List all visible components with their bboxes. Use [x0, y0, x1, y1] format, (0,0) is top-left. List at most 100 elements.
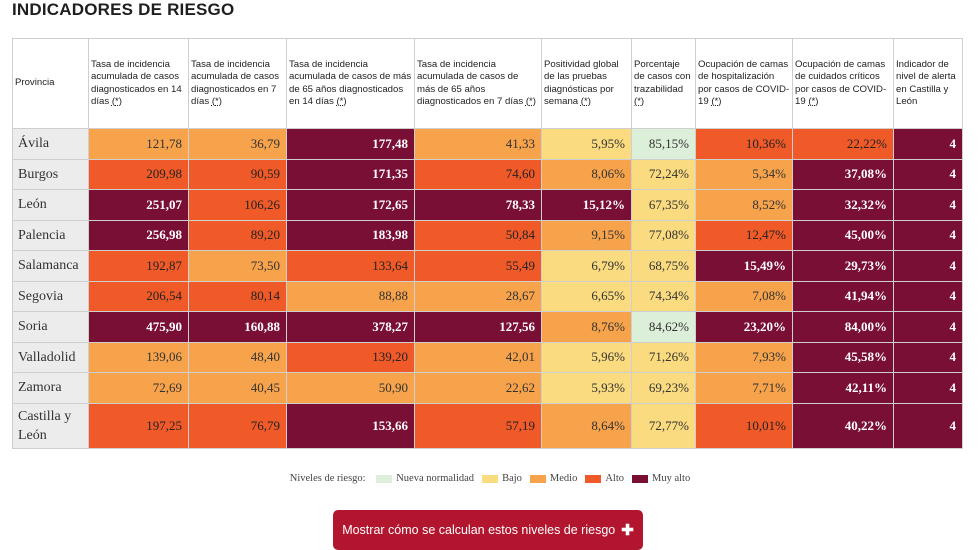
indicator-value: 84,00%	[792, 311, 894, 343]
legend-item-muyalto: Muy alto	[632, 473, 690, 484]
table-row: Salamanca 192,87 73,50 133,64 55,49 6,79% 68,7…	[12, 250, 963, 282]
indicator-value: 378,27	[286, 311, 415, 343]
indicator-value: 475,90	[88, 311, 189, 343]
indicator-value: 88,88	[286, 280, 415, 312]
indicator-value: 251,07	[88, 189, 189, 221]
indicator-value: 32,32%	[792, 189, 894, 221]
indicator-value: 206,54	[88, 280, 189, 312]
indicator-value: 85,15%	[631, 128, 696, 160]
legend-label: Niveles de riesgo:	[289, 473, 366, 485]
table-body: Ávila 121,78 36,79 177,48 41,33 5,95% 85,15% 10…	[12, 128, 963, 449]
column-header: Ocupación de camas de cuidados críticos …	[792, 38, 894, 129]
footnote-marker[interactable]: (*)	[808, 95, 819, 107]
column-header: Positividad global de las pruebas diagnó…	[541, 38, 632, 129]
table-row: Ávila 121,78 36,79 177,48 41,33 5,95% 85,15% 10…	[12, 128, 963, 160]
table-row: León 251,07 106,26 172,65 78,33 15,12% 67,35% 8…	[12, 189, 963, 221]
indicator-value: 197,25	[88, 402, 189, 449]
indicator-value: 183,98	[286, 219, 415, 251]
province-name: León	[12, 189, 89, 221]
column-header-text: Tasa de incidencia acumulada de casos de…	[289, 59, 412, 107]
indicator-value: 5,95%	[541, 128, 632, 160]
indicator-value: 40,22%	[792, 402, 894, 449]
indicator-value: 256,98	[88, 219, 189, 251]
indicator-value: 7,08%	[695, 280, 793, 312]
province-name: Palencia	[12, 219, 89, 251]
indicator-value: 127,56	[414, 311, 542, 343]
table-row-total: Castilla y León 197,25 76,79 153,66 57,19 8,6…	[12, 402, 963, 449]
column-header: Porcentaje de casos con trazabilidad (*)	[631, 38, 696, 129]
column-header-text: Tasa de incidencia acumulada de casos di…	[191, 59, 279, 107]
indicator-value: 106,26	[188, 189, 287, 221]
legend-swatch	[529, 474, 546, 483]
footnote-marker[interactable]: (*)	[580, 95, 591, 107]
indicator-value: 90,59	[188, 158, 287, 190]
plus-icon: ✚	[621, 522, 634, 539]
indicator-value: 15,49%	[695, 250, 793, 282]
indicator-value: 209,98	[88, 158, 189, 190]
risk-indicators-table: Provincia Tasa de incidencia acumulada de…	[12, 38, 963, 449]
table-row: Zamora 72,69 40,45 50,90 22,62 5,93% 69,23% 7,7…	[12, 372, 963, 404]
indicator-value: 8,64%	[541, 402, 632, 449]
province-name: Segovia	[12, 280, 89, 312]
indicator-value: 78,33	[414, 189, 542, 221]
indicator-value: 160,88	[188, 311, 287, 343]
indicator-value: 4	[893, 158, 963, 190]
table-header-row: Provincia Tasa de incidencia acumulada de…	[12, 38, 963, 129]
indicator-value: 4	[893, 250, 963, 282]
indicator-value: 57,19	[414, 402, 542, 449]
province-name: Castilla y León	[12, 402, 89, 449]
indicator-value: 7,93%	[695, 341, 793, 373]
indicator-value: 77,08%	[631, 219, 696, 251]
indicator-value: 48,40	[188, 341, 287, 373]
legend-item-bajo: Bajo	[482, 473, 522, 484]
indicator-value: 172,65	[286, 189, 415, 221]
indicator-value: 68,75%	[631, 250, 696, 282]
legend-swatch	[585, 474, 602, 483]
province-name: Ávila	[12, 128, 89, 160]
indicator-value: 22,22%	[792, 128, 894, 160]
footnote-marker[interactable]: (*)	[336, 95, 347, 107]
indicator-value: 50,90	[286, 372, 415, 404]
indicator-value: 4	[893, 341, 963, 373]
legend-swatch	[376, 474, 393, 483]
show-calculation-button[interactable]: Mostrar cómo se calculan estos niveles d…	[333, 510, 643, 550]
indicator-value: 10,36%	[695, 128, 793, 160]
indicator-value: 5,93%	[541, 372, 632, 404]
legend-item-alto: Alto	[585, 473, 624, 484]
indicator-value: 4	[893, 189, 963, 221]
footnote-marker[interactable]: (*)	[711, 95, 722, 107]
column-header: Tasa de incidencia acumulada de casos di…	[188, 38, 287, 129]
footnote-marker[interactable]: (*)	[111, 95, 122, 107]
footnote-marker[interactable]: (*)	[525, 95, 536, 107]
risk-legend: Niveles de riesgo: Nueva normalidad Bajo M…	[0, 473, 980, 484]
column-header-text: Tasa de incidencia acumulada de casos de…	[417, 59, 526, 107]
indicator-value: 72,24%	[631, 158, 696, 190]
indicator-value: 84,62%	[631, 311, 696, 343]
indicator-value: 41,33	[414, 128, 542, 160]
indicator-value: 5,96%	[541, 341, 632, 373]
indicator-value: 4	[893, 311, 963, 343]
table-row: Palencia 256,98 89,20 183,98 50,84 9,15% 77,08…	[12, 219, 963, 251]
legend-item-nueva: Nueva normalidad	[376, 473, 474, 484]
footnote-marker[interactable]: (*)	[634, 95, 645, 107]
column-header: Provincia	[12, 38, 89, 129]
indicator-value: 5,34%	[695, 158, 793, 190]
province-name: Zamora	[12, 372, 89, 404]
indicator-value: 42,11%	[792, 372, 894, 404]
column-header-text: Ocupación de camas de hospitalización po…	[698, 59, 790, 107]
indicator-value: 4	[893, 128, 963, 160]
column-header: Tasa de incidencia acumulada de casos di…	[88, 38, 189, 129]
province-name: Burgos	[12, 158, 89, 190]
footnote-marker[interactable]: (*)	[211, 95, 222, 107]
indicator-value: 4	[893, 219, 963, 251]
indicator-value: 74,60	[414, 158, 542, 190]
indicator-value: 73,50	[188, 250, 287, 282]
indicator-value: 29,73%	[792, 250, 894, 282]
indicator-value: 69,23%	[631, 372, 696, 404]
indicator-value: 76,79	[188, 402, 287, 449]
indicator-value: 72,69	[88, 372, 189, 404]
column-header-text: Indicador de nivel de alerta en Castilla…	[896, 59, 956, 107]
legend-item-label: Medio	[549, 473, 578, 485]
indicator-value: 8,76%	[541, 311, 632, 343]
legend-item-medio: Medio	[529, 473, 578, 485]
